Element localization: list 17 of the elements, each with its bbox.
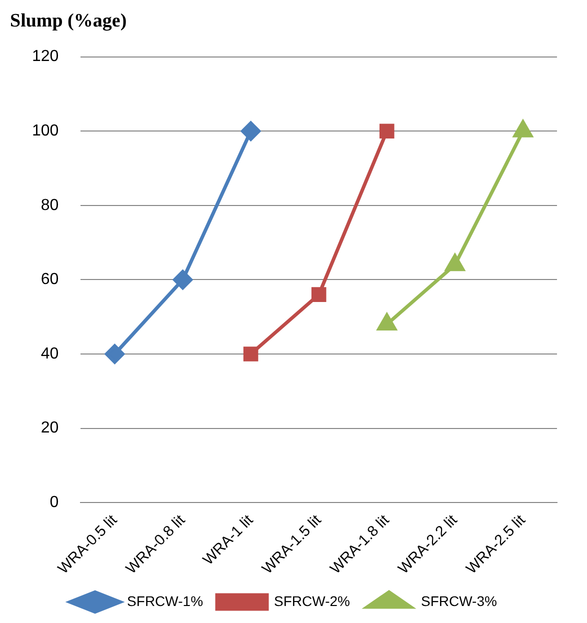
y-tick-label: 80 <box>40 196 59 214</box>
y-tick-label: 40 <box>40 345 59 362</box>
y-tick-label: 20 <box>40 420 59 437</box>
point <box>379 124 394 139</box>
y-tick-label: 60 <box>40 271 59 288</box>
point <box>173 270 193 290</box>
y-tick-label: 100 <box>32 122 59 140</box>
point <box>243 346 258 362</box>
y-tick-label: 0 <box>50 494 59 512</box>
chart-title: Slump (%age) <box>10 10 127 32</box>
point <box>311 287 326 302</box>
point <box>104 344 124 364</box>
legend-label: SFRCW-2% <box>274 592 350 609</box>
point <box>241 121 261 141</box>
legend-label: SFRCW-3% <box>420 592 497 609</box>
legend-label: SFRCW-1% <box>127 592 204 609</box>
y-tick-label: 120 <box>32 48 59 66</box>
